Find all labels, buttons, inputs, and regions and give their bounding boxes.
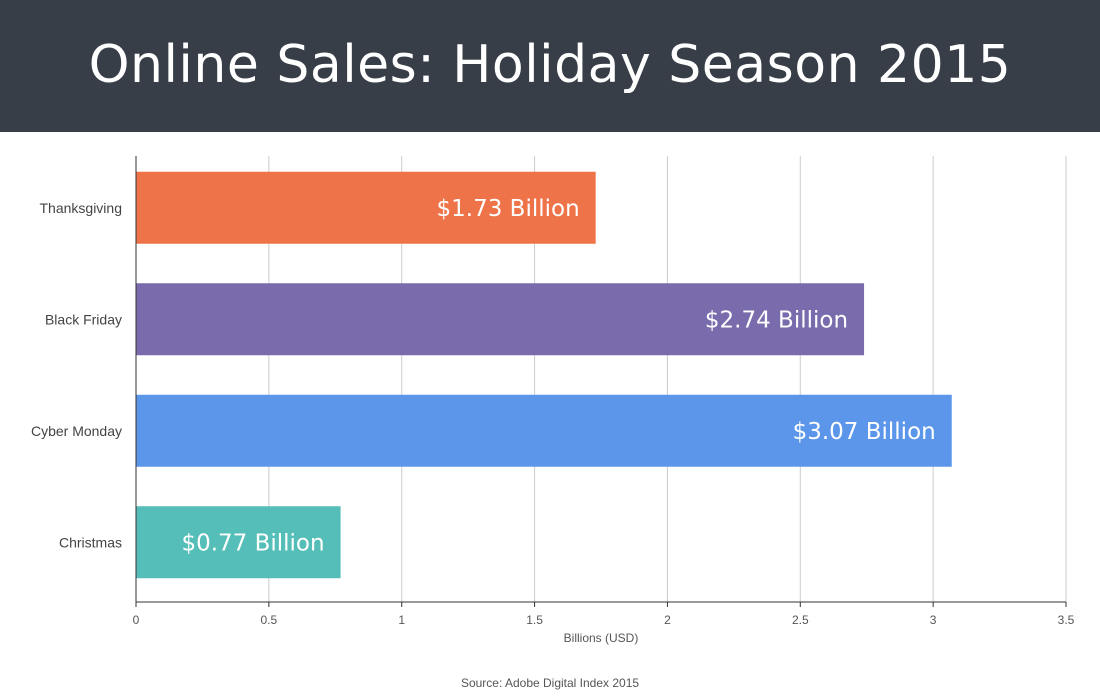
bar-thanksgiving [136,171,596,244]
bar-data-label: $0.77 Billion [181,530,324,556]
bar-chart: $1.73 Billion $2.74 Billion $3.07 Billion $… [31,156,1075,645]
category-label: Christmas [59,534,122,550]
x-axis-title: Billions (USD) [564,631,639,645]
x-tick-label: 3.5 [1058,613,1075,627]
bar-data-label: $1.73 Billion [437,196,580,222]
x-tick-label: 1.5 [526,613,543,627]
bar-cyber-monday [136,394,952,467]
x-tick-label: 0.5 [261,613,278,627]
x-axis: 0 0.5 1 1.5 2 2.5 3 3.5 [133,601,1075,627]
x-tick-label: 3 [930,613,937,627]
bar-data-label: $2.74 Billion [705,307,848,333]
category-label: Thanksgiving [40,200,123,216]
y-axis: Thanksgiving Black Friday Cyber Monday Chri… [31,156,137,602]
bars: $1.73 Billion $2.74 Billion $3.07 Billion $… [136,171,952,579]
x-tick-label: 0 [133,613,140,627]
bar-christmas [136,506,341,579]
x-tick-label: 2 [664,613,671,627]
bar-data-label: $3.07 Billion [793,419,936,445]
category-label: Black Friday [45,311,122,327]
bar-black-friday [136,283,865,356]
x-tick-label: 1 [398,613,405,627]
chart-title: Online Sales: Holiday Season 2015 [88,35,1012,95]
category-label: Cyber Monday [31,423,122,439]
x-tick-label: 2.5 [792,613,809,627]
source-note: Source: Adobe Digital Index 2015 [460,676,640,690]
chart-header: Online Sales: Holiday Season 2015 [0,0,1100,132]
